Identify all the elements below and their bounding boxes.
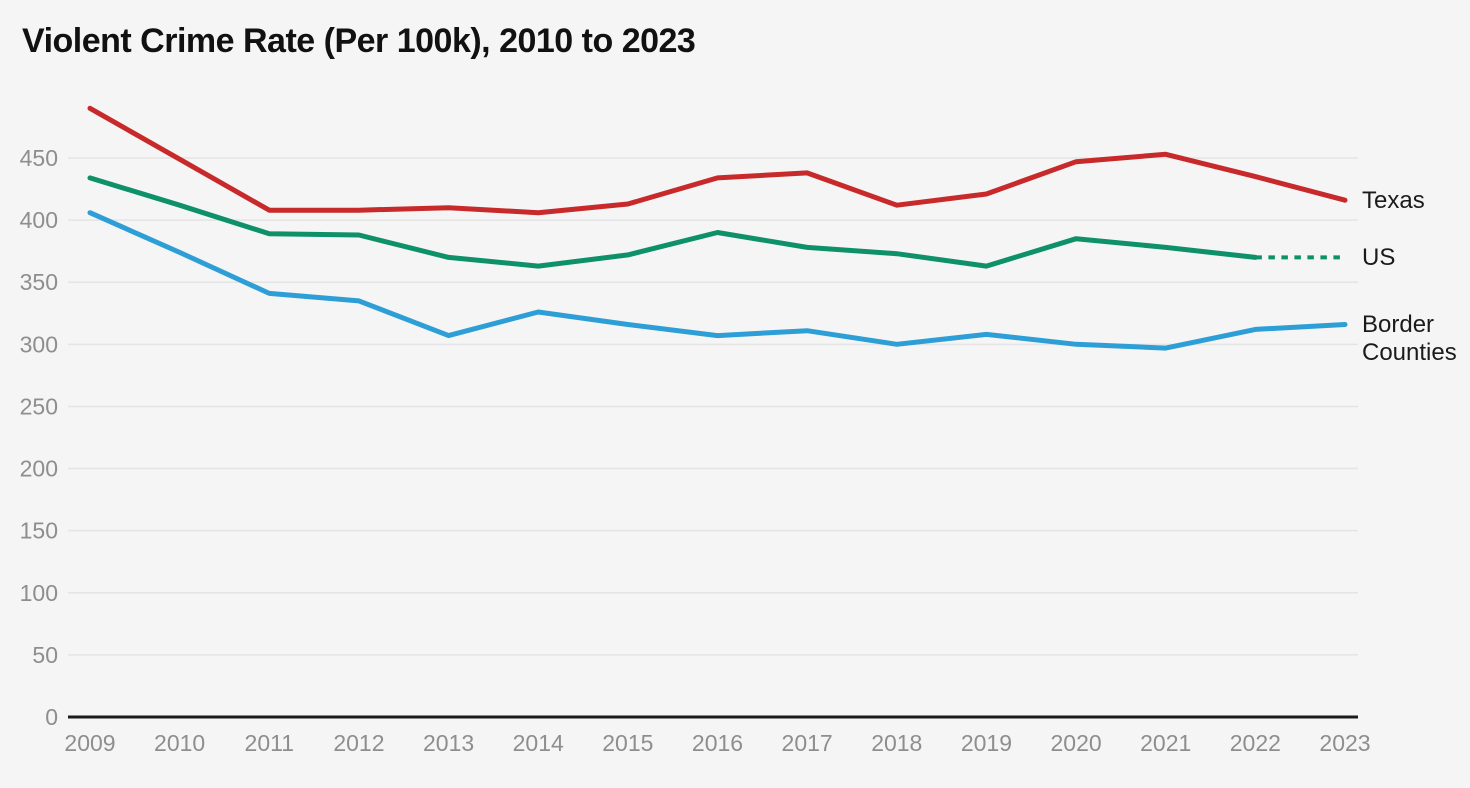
x-tick-label-2016: 2016 bbox=[692, 730, 743, 756]
y-tick-label-300: 300 bbox=[20, 331, 58, 357]
x-tick-label-2022: 2022 bbox=[1230, 730, 1281, 756]
y-tick-label-150: 150 bbox=[20, 518, 58, 544]
y-tick-label-50: 50 bbox=[32, 642, 58, 668]
series-label-us: US bbox=[1362, 244, 1396, 272]
x-tick-label-2019: 2019 bbox=[961, 730, 1012, 756]
x-tick-label-2018: 2018 bbox=[871, 730, 922, 756]
y-tick-label-0: 0 bbox=[45, 704, 58, 730]
series-label-border-counties: Border Counties bbox=[1362, 311, 1457, 367]
y-tick-label-450: 450 bbox=[20, 145, 58, 171]
y-tick-label-400: 400 bbox=[20, 207, 58, 233]
x-tick-label-2014: 2014 bbox=[513, 730, 564, 756]
y-tick-label-100: 100 bbox=[20, 580, 58, 606]
x-tick-label-2017: 2017 bbox=[782, 730, 833, 756]
y-tick-label-350: 350 bbox=[20, 269, 58, 295]
x-tick-label-2020: 2020 bbox=[1050, 730, 1101, 756]
x-tick-label-2023: 2023 bbox=[1319, 730, 1370, 756]
series-label-texas: Texas bbox=[1362, 187, 1425, 215]
x-tick-label-2009: 2009 bbox=[64, 730, 115, 756]
series-line-border-counties bbox=[87, 210, 1348, 351]
y-tick-label-200: 200 bbox=[20, 456, 58, 482]
x-tick-label-2013: 2013 bbox=[423, 730, 474, 756]
x-tick-label-2021: 2021 bbox=[1140, 730, 1191, 756]
x-tick-label-2011: 2011 bbox=[245, 730, 294, 756]
x-tick-label-2012: 2012 bbox=[333, 730, 384, 756]
page-title: Violent Crime Rate (Per 100k), 2010 to 2… bbox=[22, 22, 696, 60]
x-tick-label-2010: 2010 bbox=[154, 730, 205, 756]
x-tick-label-2015: 2015 bbox=[602, 730, 653, 756]
y-tick-label-250: 250 bbox=[20, 393, 58, 419]
series-line-us bbox=[87, 175, 1258, 269]
series-line-texas bbox=[87, 105, 1348, 216]
